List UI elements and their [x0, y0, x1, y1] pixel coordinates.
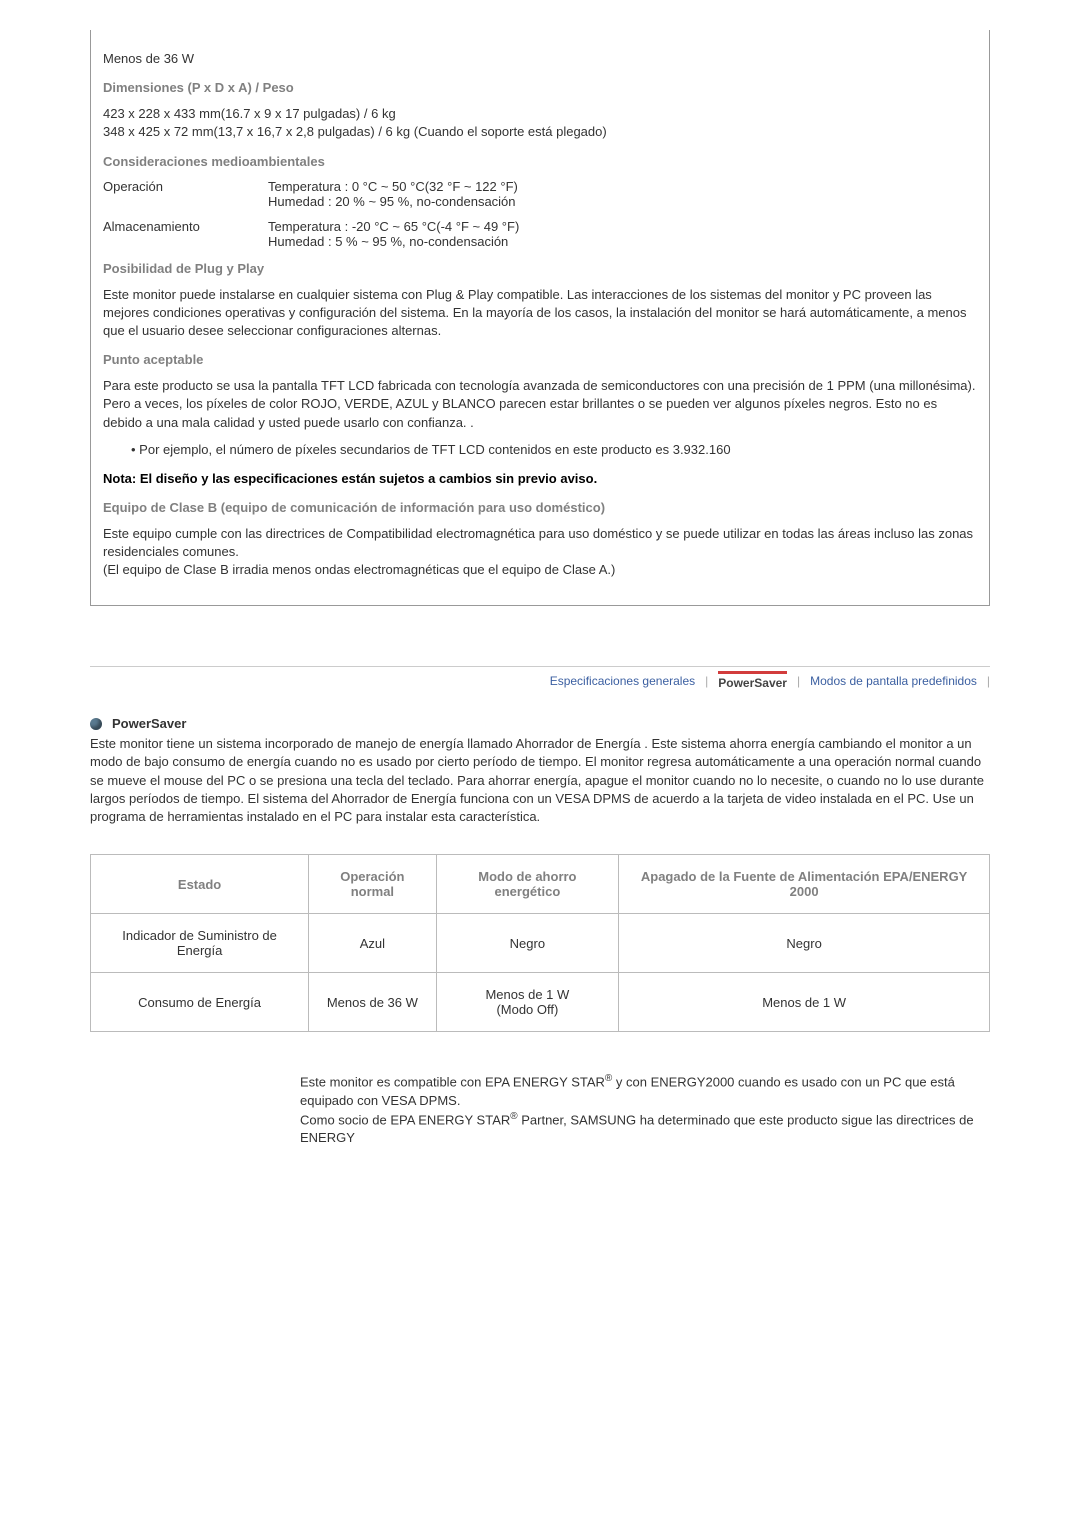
plugplay-text: Este monitor puede instalarse en cualqui…: [103, 286, 977, 341]
power-row2-c2: Menos de 1 W (Modo Off): [436, 973, 619, 1032]
power-row1-c1: Azul: [309, 914, 436, 973]
env-alm-line1: Temperatura : -20 °C ~ 65 °C(-4 °F ~ 49 …: [268, 219, 519, 234]
note-bold: Nota: El diseño y las especificaciones e…: [103, 471, 977, 486]
power-row-indicador: Indicador de Suministro de Energía Azul …: [91, 914, 990, 973]
tab-bar: Especificaciones generales | PowerSaver …: [90, 666, 990, 690]
power-table: Estado Operación normal Modo de ahorro e…: [90, 854, 990, 1032]
env-val-almacenamiento: Temperatura : -20 °C ~ 65 °C(-4 °F ~ 49 …: [268, 219, 519, 249]
tab-powersaver[interactable]: PowerSaver: [718, 671, 787, 690]
env-alm-line2: Humedad : 5 % ~ 95 %, no-condensación: [268, 234, 508, 249]
heading-consideraciones: Consideraciones medioambientales: [103, 154, 977, 169]
power-th-estado: Estado: [91, 855, 309, 914]
power-th-ahorro: Modo de ahorro energético: [436, 855, 619, 914]
footer-reg2: ®: [510, 1111, 517, 1122]
env-label-almacenamiento: Almacenamiento: [103, 219, 268, 249]
dim-line2: 348 x 425 x 72 mm(13,7 x 16,7 x 2,8 pulg…: [103, 124, 607, 139]
punto-bullet-text: Por ejemplo, el número de píxeles secund…: [139, 442, 730, 457]
env-row-almacenamiento: Almacenamiento Temperatura : -20 °C ~ 65…: [103, 219, 977, 249]
env-op-line1: Temperatura : 0 °C ~ 50 °C(32 °F ~ 122 °…: [268, 179, 518, 194]
dim-line1: 423 x 228 x 433 mm(16.7 x 9 x 17 pulgada…: [103, 106, 396, 121]
power-row1-c2: Negro: [436, 914, 619, 973]
bullet-icon: [90, 718, 102, 730]
energy-star-note: Este monitor es compatible con EPA ENERG…: [300, 1072, 990, 1147]
env-val-operacion: Temperatura : 0 °C ~ 50 °C(32 °F ~ 122 °…: [268, 179, 518, 209]
tab-especificaciones[interactable]: Especificaciones generales: [550, 674, 695, 688]
tab-sep-3: |: [987, 674, 990, 688]
heading-punto: Punto aceptable: [103, 352, 977, 367]
heading-plugplay: Posibilidad de Plug y Play: [103, 261, 977, 276]
env-label-operacion: Operación: [103, 179, 268, 209]
spec-box: Menos de 36 W Dimensiones (P x D x A) / …: [90, 30, 990, 606]
heading-dimensiones: Dimensiones (P x D x A) / Peso: [103, 80, 977, 95]
powersaver-text: Este monitor tiene un sistema incorporad…: [90, 735, 990, 826]
powersaver-title: PowerSaver: [112, 716, 186, 731]
env-op-line2: Humedad : 20 % ~ 95 %, no-condensación: [268, 194, 516, 209]
power-th-apagado: Apagado de la Fuente de Alimentación EPA…: [619, 855, 990, 914]
punto-bullet: Por ejemplo, el número de píxeles secund…: [131, 442, 977, 457]
dimensiones-text: 423 x 228 x 433 mm(16.7 x 9 x 17 pulgada…: [103, 105, 977, 141]
tab-sep-2: |: [797, 674, 800, 688]
power-row1-c3: Negro: [619, 914, 990, 973]
power-row1-label: Indicador de Suministro de Energía: [91, 914, 309, 973]
power-row2-label: Consumo de Energía: [91, 973, 309, 1032]
power-row2-c3: Menos de 1 W: [619, 973, 990, 1032]
env-row-operacion: Operación Temperatura : 0 °C ~ 50 °C(32 …: [103, 179, 977, 209]
power-row-consumo: Consumo de Energía Menos de 36 W Menos d…: [91, 973, 990, 1032]
clase-b-text: Este equipo cumple con las directrices d…: [103, 525, 977, 580]
footer-1a: Este monitor es compatible con EPA ENERG…: [300, 1075, 605, 1090]
footer-2a: Como socio de EPA ENERGY STAR: [300, 1112, 510, 1127]
power-th-normal: Operación normal: [309, 855, 436, 914]
heading-clase-b: Equipo de Clase B (equipo de comunicació…: [103, 500, 977, 515]
punto-text: Para este producto se usa la pantalla TF…: [103, 377, 977, 432]
powersaver-header: PowerSaver: [90, 716, 990, 731]
power-row2-c1: Menos de 36 W: [309, 973, 436, 1032]
tab-sep-1: |: [705, 674, 708, 688]
tab-modos[interactable]: Modos de pantalla predefinidos: [810, 674, 977, 688]
consumo-value: Menos de 36 W: [103, 50, 977, 68]
